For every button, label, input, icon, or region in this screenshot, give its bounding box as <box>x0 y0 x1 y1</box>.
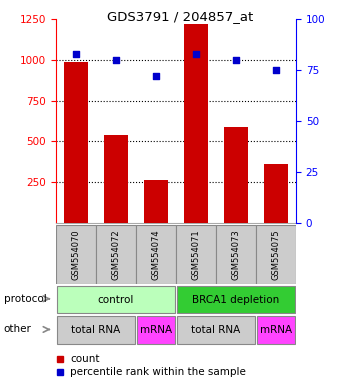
Text: mRNA: mRNA <box>140 325 172 335</box>
Text: total RNA: total RNA <box>191 325 241 335</box>
Bar <box>257 316 295 344</box>
Text: GSM554070: GSM554070 <box>71 229 81 280</box>
Point <box>233 57 239 63</box>
Bar <box>57 316 135 344</box>
Bar <box>184 24 208 223</box>
Text: GSM554072: GSM554072 <box>112 229 121 280</box>
Bar <box>256 225 296 283</box>
Point <box>113 57 119 63</box>
Bar <box>104 135 128 223</box>
Point <box>193 51 199 57</box>
Text: GSM554071: GSM554071 <box>191 229 200 280</box>
Text: protocol: protocol <box>4 294 46 304</box>
Text: GSM554073: GSM554073 <box>231 229 240 280</box>
Text: count: count <box>70 354 100 364</box>
Point <box>73 51 79 57</box>
Text: total RNA: total RNA <box>71 325 121 335</box>
Text: percentile rank within the sample: percentile rank within the sample <box>70 367 246 377</box>
Text: GSM554075: GSM554075 <box>271 229 280 280</box>
Text: control: control <box>98 295 134 305</box>
Point <box>153 73 159 79</box>
Bar <box>264 164 288 223</box>
Bar <box>216 225 256 283</box>
Bar <box>177 225 216 283</box>
Bar <box>96 225 136 283</box>
Text: mRNA: mRNA <box>260 325 292 335</box>
Bar <box>57 286 175 313</box>
Text: BRCA1 depletion: BRCA1 depletion <box>192 295 280 305</box>
Text: other: other <box>4 324 31 334</box>
Bar <box>177 316 255 344</box>
Bar <box>136 225 175 283</box>
Bar <box>224 127 248 223</box>
Text: GSM554074: GSM554074 <box>152 229 161 280</box>
Bar <box>177 286 295 313</box>
Point <box>273 67 279 73</box>
Bar <box>137 316 175 344</box>
Text: GDS3791 / 204857_at: GDS3791 / 204857_at <box>107 10 254 23</box>
Bar <box>64 61 88 223</box>
Bar <box>144 180 168 223</box>
Bar <box>56 225 96 283</box>
